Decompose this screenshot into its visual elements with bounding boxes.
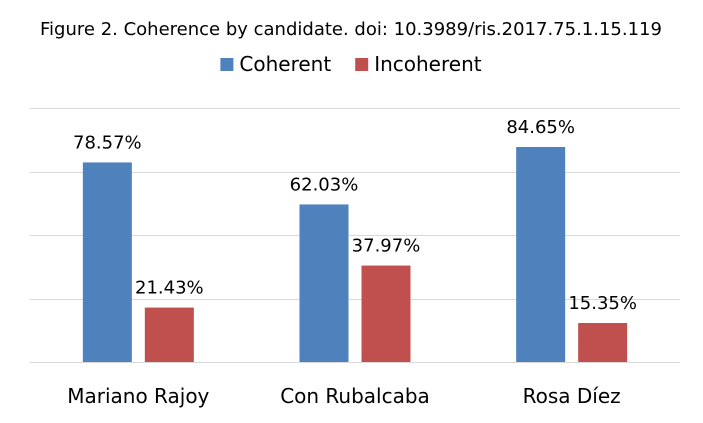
- legend-swatch-coherent: [220, 58, 234, 71]
- bar-coherent-0: [82, 162, 132, 362]
- bar-coherent-1: [299, 204, 349, 362]
- bar-incoherent-2: [578, 323, 628, 362]
- data-label-incoherent-2: 15.35%: [568, 293, 637, 314]
- bar-coherent-2: [516, 146, 566, 362]
- bars: [82, 146, 628, 362]
- data-label-incoherent-1: 37.97%: [352, 236, 421, 257]
- legend-label-coherent: Coherent: [239, 52, 331, 76]
- bar-incoherent-0: [144, 307, 194, 362]
- chart-title: Figure 2. Coherence by candidate. doi: 1…: [40, 19, 662, 40]
- data-label-incoherent-0: 21.43%: [135, 278, 204, 299]
- bar-incoherent-1: [361, 265, 411, 362]
- category-labels: Mariano Rajoy Con Rubalcaba Rosa Díez: [67, 384, 620, 408]
- value-labels: 78.57% 21.43% 62.03% 37.97% 84.65% 15.35%: [73, 117, 637, 314]
- category-label-1: Con Rubalcaba: [280, 384, 430, 408]
- category-label-2: Rosa Díez: [523, 384, 621, 408]
- data-label-coherent-1: 62.03%: [290, 174, 359, 195]
- legend-label-incoherent: Incoherent: [374, 52, 482, 76]
- gridlines: [30, 108, 680, 363]
- legend-swatch-incoherent: [355, 58, 369, 71]
- category-label-0: Mariano Rajoy: [67, 384, 209, 408]
- data-label-coherent-0: 78.57%: [73, 132, 142, 153]
- legend: Coherent Incoherent: [220, 52, 482, 76]
- data-label-coherent-2: 84.65%: [506, 117, 575, 138]
